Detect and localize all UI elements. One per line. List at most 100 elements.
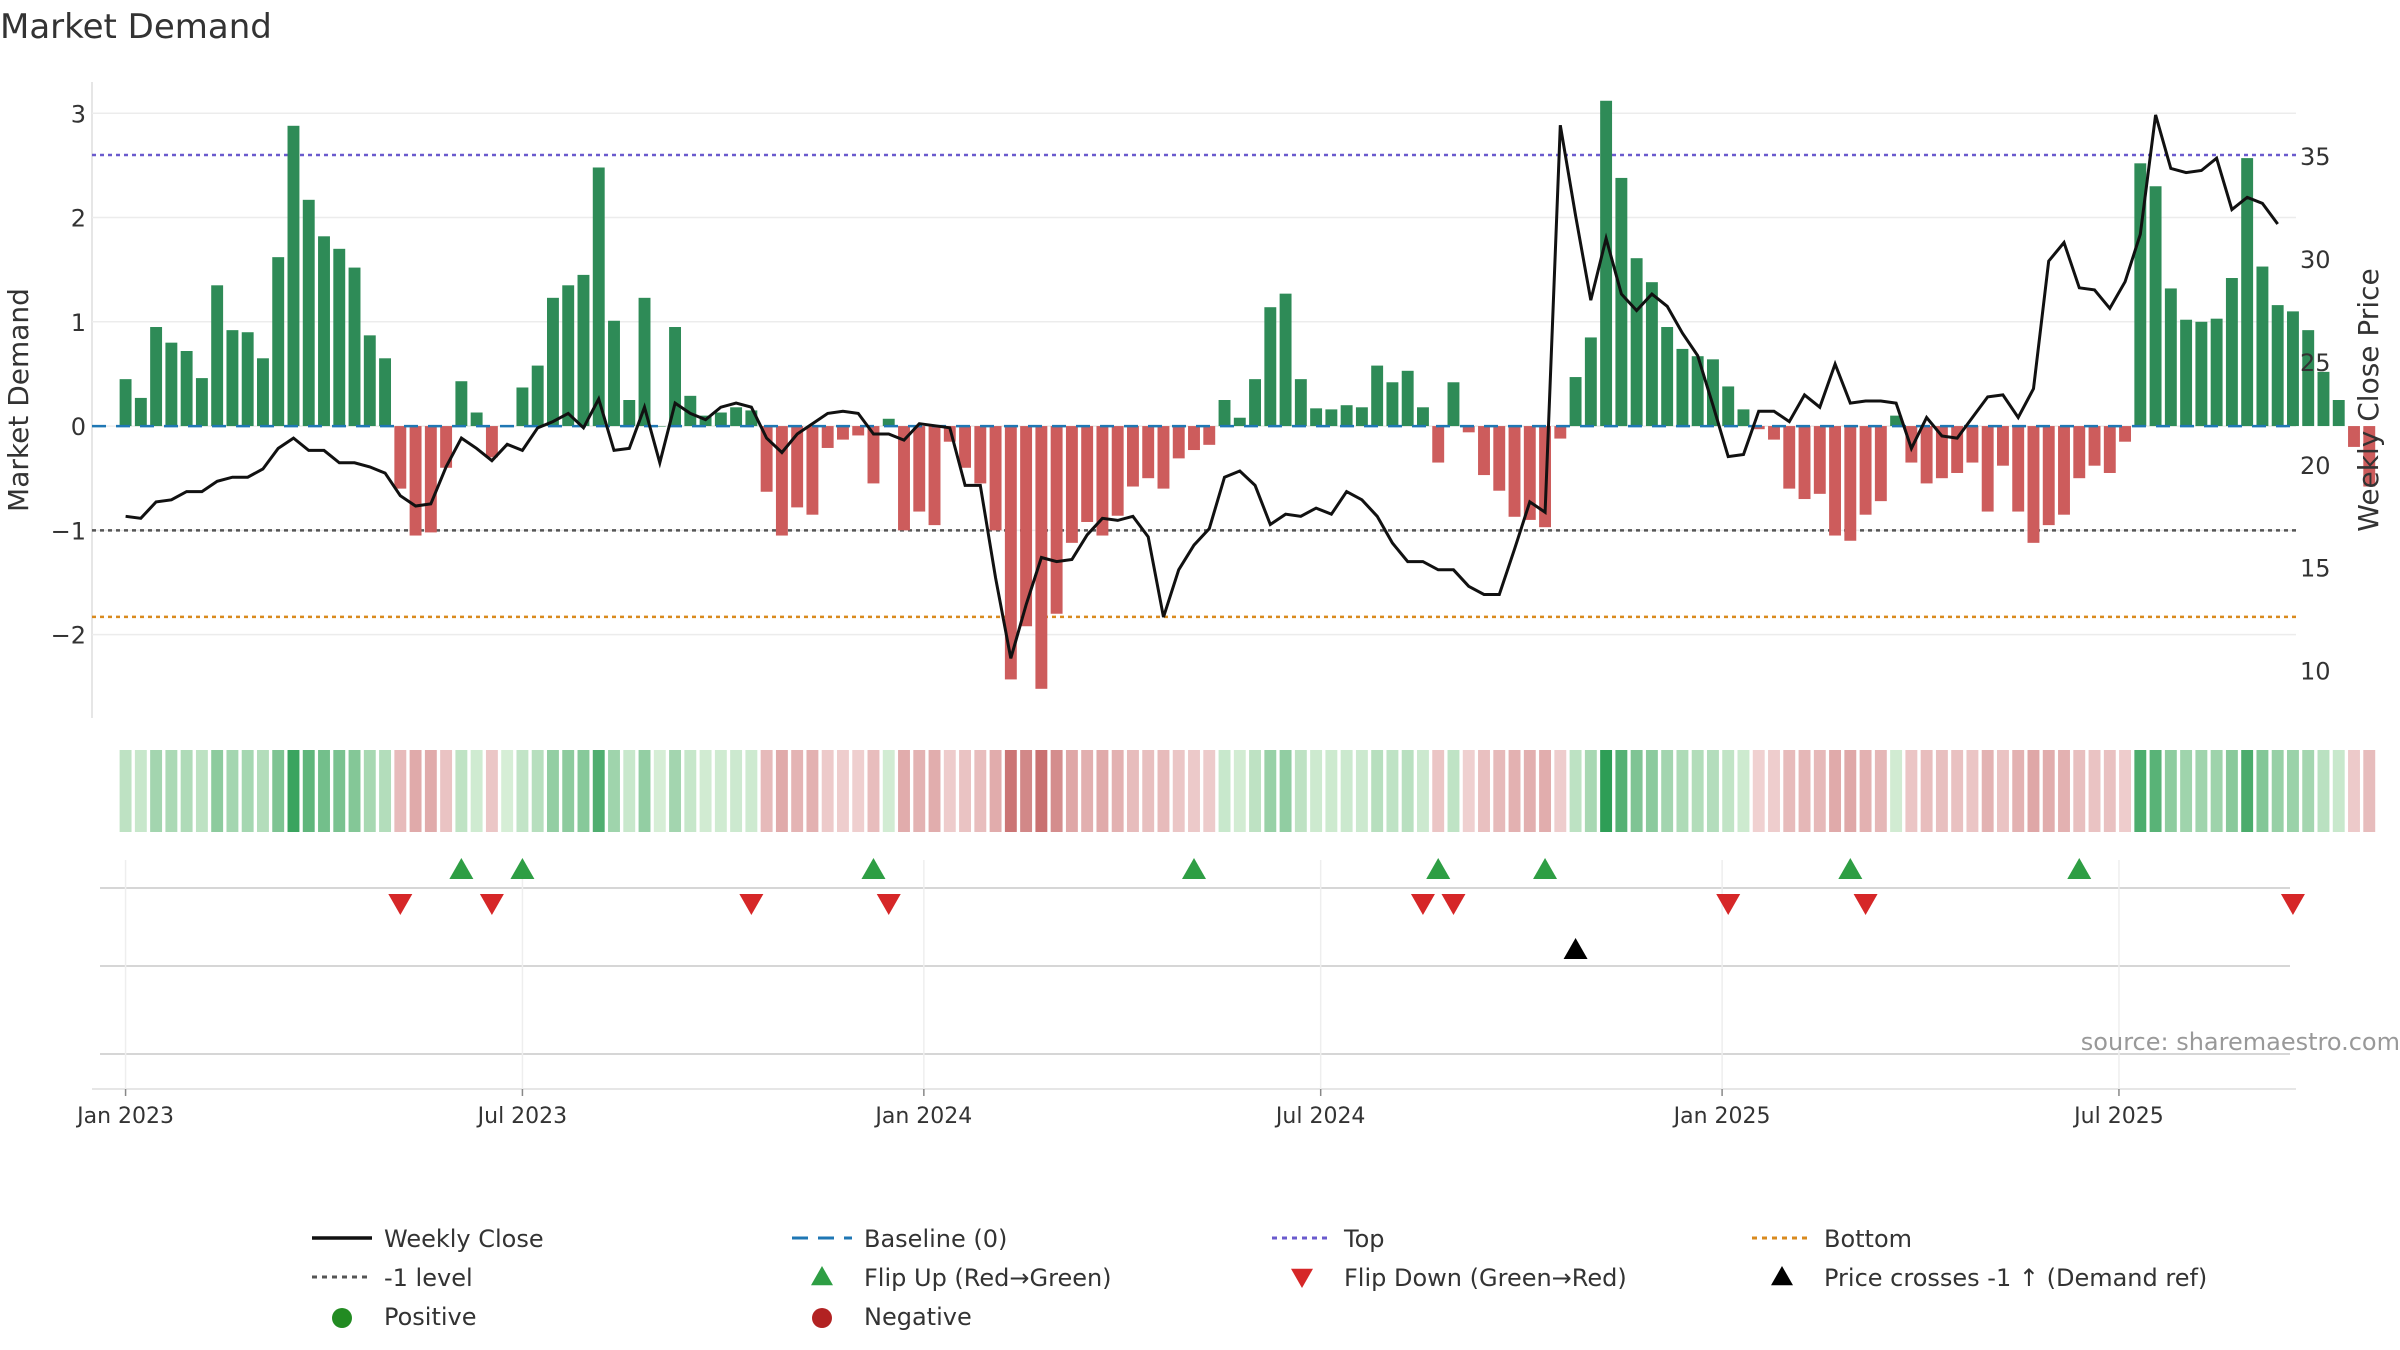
- demand-bar: [2103, 426, 2116, 473]
- heat-cell: [1355, 750, 1368, 832]
- demand-bar: [1676, 348, 1689, 427]
- demand-bar: [562, 285, 575, 427]
- demand-bar: [791, 426, 804, 508]
- legend-swatch: [811, 1266, 833, 1286]
- heat-cell: [134, 750, 147, 832]
- demand-bar: [2348, 426, 2360, 447]
- heat-cell: [1844, 750, 1857, 832]
- y-gridlines: [92, 112, 2296, 636]
- demand-bar: [1783, 426, 1796, 489]
- heat-cell: [1798, 750, 1811, 832]
- heat-cell: [1996, 750, 2009, 832]
- demand-bar: [1096, 426, 1109, 536]
- heat-cell: [348, 750, 361, 832]
- heat-cell: [852, 750, 865, 832]
- heat-cell: [1554, 750, 1567, 832]
- heat-cell: [1401, 750, 1414, 832]
- demand-bar: [806, 426, 819, 515]
- heat-cell: [1630, 750, 1643, 832]
- legend-item: Bottom: [1752, 1225, 1912, 1253]
- demand-bar: [2180, 319, 2193, 427]
- legend-label: -1 level: [384, 1264, 473, 1292]
- heat-cell: [1462, 750, 1475, 832]
- demand-bar: [134, 397, 147, 427]
- demand-bar: [241, 332, 254, 427]
- flip-down-marker: [1441, 894, 1466, 915]
- demand-bar: [150, 327, 163, 427]
- heat-cell: [1142, 750, 1155, 832]
- heat-cell: [1600, 750, 1613, 832]
- heat-cell: [2241, 750, 2254, 832]
- demand-bar: [1798, 426, 1811, 500]
- heat-cell: [2180, 750, 2193, 832]
- demand-bar: [1722, 386, 1735, 427]
- demand-bar: [1218, 400, 1231, 427]
- weekly-close-line: [125, 114, 2279, 659]
- x-tick-label: Jul 2025: [2072, 1104, 2164, 1129]
- heat-cell: [867, 750, 880, 832]
- heat-cell: [287, 750, 300, 832]
- heat-cell: [2271, 750, 2284, 832]
- legend-item: Positive: [332, 1303, 477, 1331]
- heat-cell: [1081, 750, 1094, 832]
- flip-up-marker: [1838, 858, 1863, 879]
- heat-cell: [1478, 750, 1490, 832]
- demand-bar: [1859, 426, 1872, 515]
- demand-bar: [272, 257, 285, 427]
- legend-label: Weekly Close: [384, 1225, 544, 1253]
- heat-cell: [180, 750, 193, 832]
- demand-bar: [623, 400, 636, 427]
- heat-cell: [2027, 750, 2040, 832]
- demand-bar: [1371, 365, 1384, 427]
- heat-cell: [379, 750, 392, 832]
- heat-cell: [959, 750, 972, 832]
- demand-bar: [348, 267, 361, 427]
- demand-bar: [2271, 305, 2284, 427]
- legend-item: Weekly Close: [312, 1225, 544, 1253]
- heat-cell: [1874, 750, 1887, 832]
- demand-bar: [1554, 426, 1567, 439]
- heat-cell: [485, 750, 498, 832]
- heat-cell: [1416, 750, 1429, 832]
- demand-bar: [745, 410, 758, 427]
- heat-cell: [241, 750, 254, 832]
- heat-cell: [898, 750, 910, 832]
- demand-bar: [2134, 163, 2147, 427]
- demand-bar: [1737, 409, 1750, 427]
- heat-cell: [1218, 750, 1231, 832]
- y2-tick-label: 10: [2300, 658, 2331, 686]
- heat-cell: [1004, 750, 1017, 832]
- demand-bar: [1325, 409, 1338, 427]
- demand-bar: [974, 426, 987, 484]
- demand-bar: [638, 297, 651, 427]
- legend-swatch: [1291, 1268, 1313, 1288]
- legend-item: Flip Down (Green→Red): [1291, 1264, 1627, 1292]
- flip-down-marker: [479, 894, 504, 915]
- source-credit: source: sharemaestro.com: [2081, 1028, 2400, 1056]
- demand-bar: [989, 426, 1002, 531]
- legend-item: Baseline (0): [792, 1225, 1007, 1253]
- demand-bar: [2119, 426, 2132, 442]
- demand-bar: [2225, 278, 2238, 427]
- heat-cell: [623, 750, 636, 832]
- demand-bar: [211, 285, 224, 427]
- demand-bar: [1386, 382, 1399, 427]
- heat-cell: [1111, 750, 1124, 832]
- heat-cell: [577, 750, 590, 832]
- demand-bar: [2027, 426, 2040, 543]
- heat-cell: [1203, 750, 1216, 832]
- demand-bar: [1401, 370, 1414, 427]
- heat-cell: [1386, 750, 1399, 832]
- demand-bar: [1020, 426, 1033, 627]
- demand-bars: [119, 100, 2376, 689]
- demand-bar: [1279, 293, 1292, 427]
- heat-cell: [2134, 750, 2147, 832]
- demand-bar: [821, 426, 834, 448]
- demand-bar: [653, 426, 666, 427]
- heat-cell: [1722, 750, 1735, 832]
- x-tick-label: Jan 2025: [1672, 1104, 1771, 1129]
- demand-bar: [1752, 426, 1765, 430]
- heat-cell: [1676, 750, 1689, 832]
- heat-cell: [1340, 750, 1353, 832]
- demand-bar: [1630, 258, 1643, 427]
